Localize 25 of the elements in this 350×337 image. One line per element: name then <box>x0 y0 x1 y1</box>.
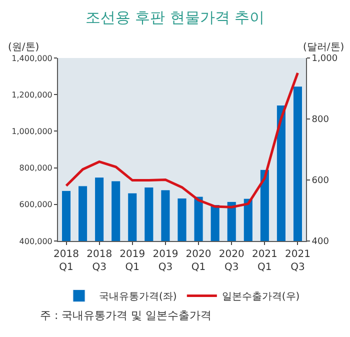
y2-tick-label: 1,000 <box>312 54 338 64</box>
y-tick-label: 400,000 <box>19 236 52 246</box>
y2-axis-title: (달러/톤) <box>303 42 344 53</box>
x-tick-label: 2019 Q3 <box>152 249 178 273</box>
y-tick-label: 1,000,000 <box>12 127 52 136</box>
chart-title: 조선용 후판 현물가격 추이 <box>85 8 265 26</box>
x-tick-label: 2018 Q1 <box>54 249 79 273</box>
y2-tick-label: 600 <box>312 176 330 186</box>
y-tick-label: 1,400,000 <box>12 54 52 63</box>
y-tick-label: 600,000 <box>19 200 52 210</box>
x-tick-label: 2021 Q3 <box>285 249 310 273</box>
y2-tick-label: 400 <box>312 237 330 248</box>
text: 주 : 국내유통가격 및 일본수출가격 <box>40 309 212 322</box>
y-tick-label: 800,000 <box>19 164 52 173</box>
legend-label: 국내유통가격(좌) <box>99 292 177 303</box>
y2-tick-label: 800 <box>312 115 330 126</box>
x-tick-label: 2020 Q1 <box>186 249 212 273</box>
legend-label: 일본수출가격(우) <box>222 292 300 303</box>
x-tick-label: 2021 Q1 <box>252 249 278 273</box>
line-series <box>65 72 299 208</box>
y-axis-title: (원/톤) <box>8 42 40 53</box>
y-tick-label: 1,200,000 <box>12 90 52 100</box>
x-tick-label: 2018 Q3 <box>86 249 112 273</box>
x-tick-label: 2020 Q3 <box>218 249 244 273</box>
x-tick-label: 2019 Q1 <box>120 249 146 273</box>
